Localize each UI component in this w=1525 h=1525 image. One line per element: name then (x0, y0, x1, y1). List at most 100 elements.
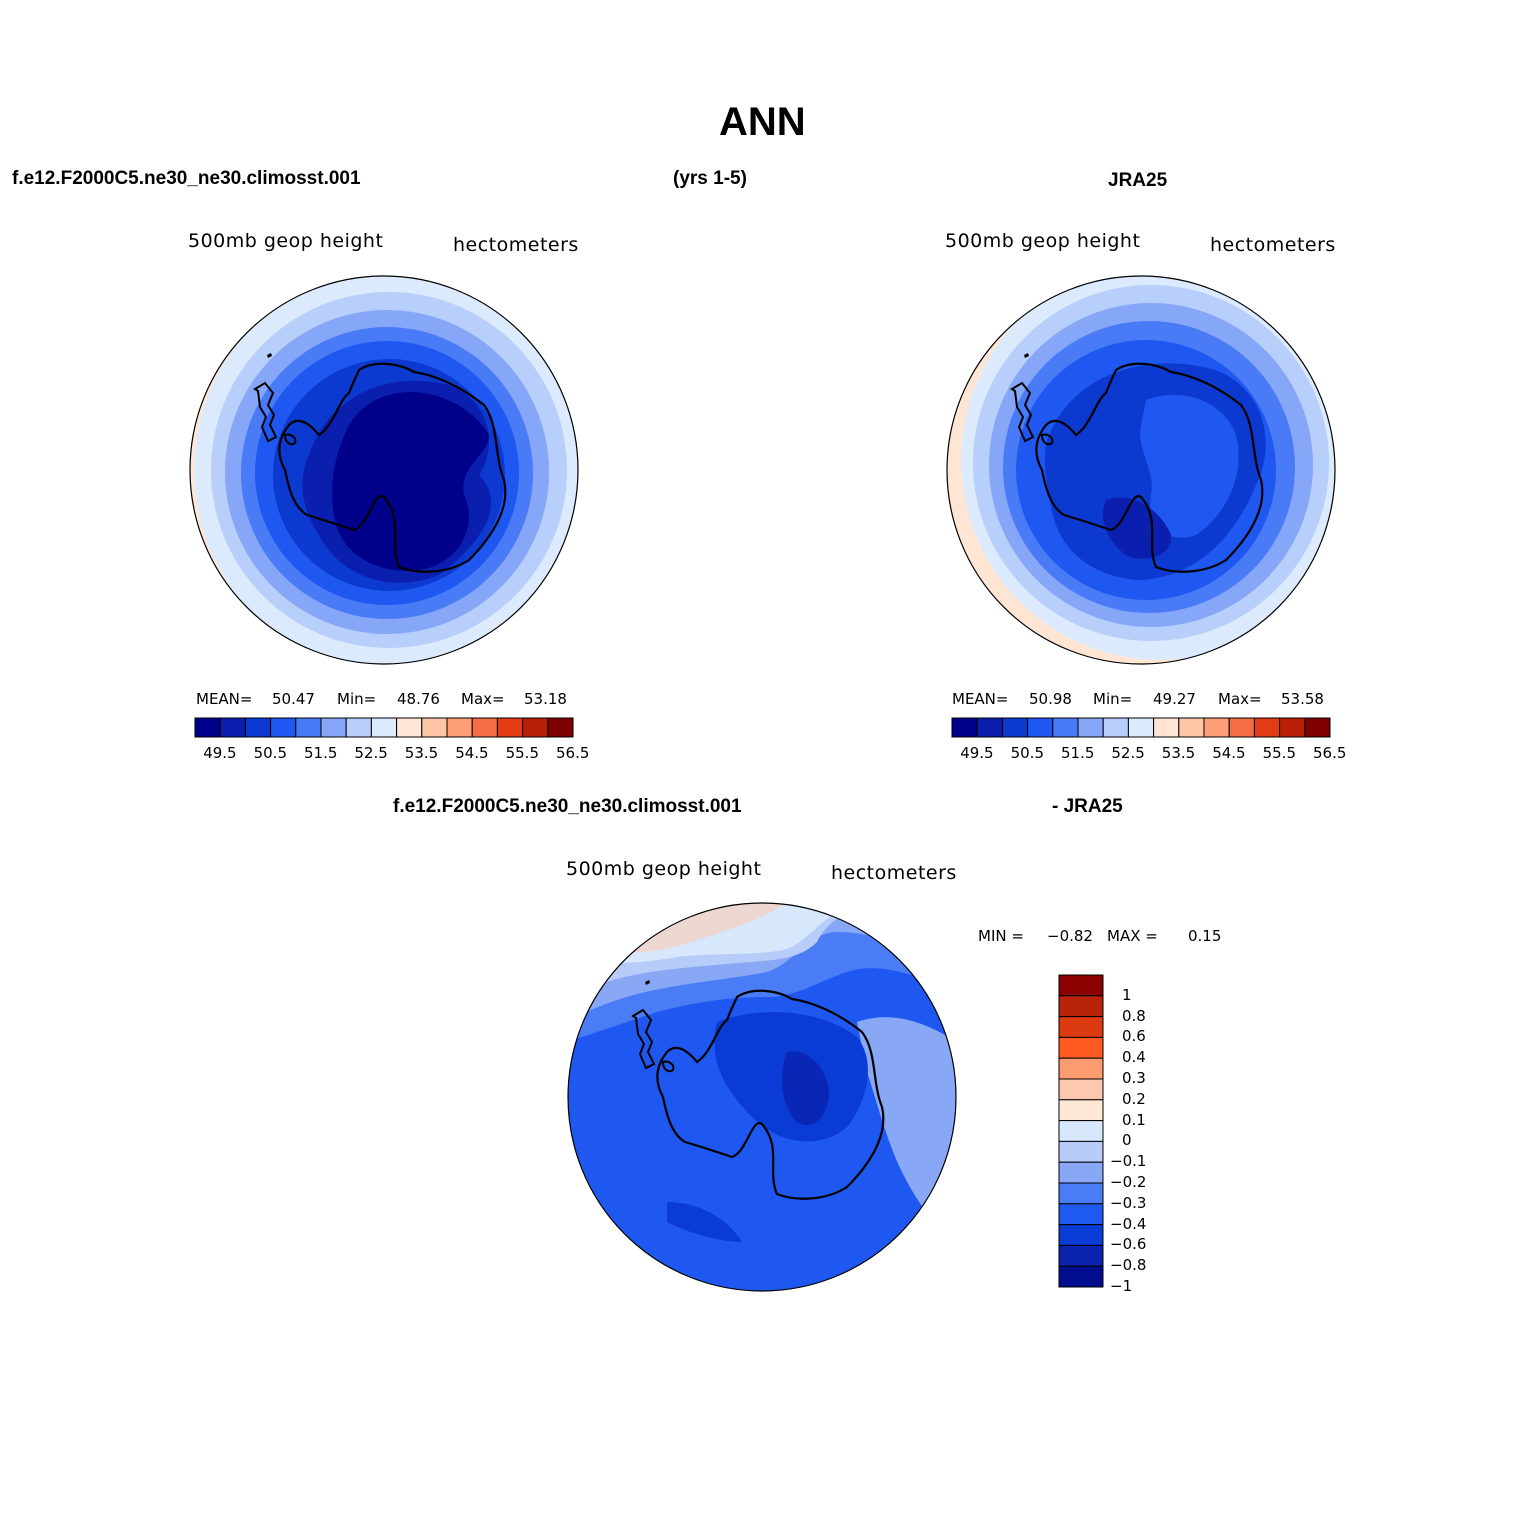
colorbar-tick-label: 50.5 (1010, 744, 1044, 762)
colorbar-swatch (1102, 717, 1129, 738)
colorbar-tick-label: 0.6 (1122, 1027, 1146, 1046)
colorbar-swatch (1077, 717, 1104, 738)
colorbar-swatch (446, 717, 473, 738)
colorbar-tick-label: 52.5 (1111, 744, 1145, 762)
diff-min-value: −0.82 (1047, 927, 1093, 945)
colorbar-swatch (471, 717, 498, 738)
left-min-value: 48.76 (397, 690, 440, 708)
colorbar-swatch (1027, 717, 1054, 738)
colorbar-swatch (976, 717, 1003, 738)
diff-case-header: f.e12.F2000C5.ne30_ne30.climosst.001 (393, 796, 742, 817)
right-max-label: Max= (1218, 690, 1262, 708)
colorbar-swatch (1304, 717, 1331, 738)
colorbar-tick-label: 0.1 (1122, 1110, 1146, 1129)
colorbar-swatch (1058, 1120, 1104, 1142)
colorbar-swatch (1058, 1182, 1104, 1205)
colorbar-swatch (1058, 1078, 1104, 1101)
colorbar-tick-label: 1 (1122, 985, 1132, 1004)
colorbar-swatch (1153, 717, 1180, 738)
colorbar-swatch (1058, 974, 1104, 997)
diff-polar-map (567, 902, 957, 1292)
colorbar-tick-label: 49.5 (960, 744, 994, 762)
colorbar-swatch (1058, 995, 1104, 1018)
obs-name-header: JRA25 (1108, 170, 1168, 191)
right-variable-label: 500mb geop height (945, 230, 1141, 252)
colorbar-swatch (396, 717, 423, 738)
colorbar-swatch (1058, 1057, 1104, 1080)
left-mean-value: 50.47 (272, 690, 315, 708)
colorbar-tick-label: −0.6 (1110, 1235, 1147, 1254)
right-mean-value: 50.98 (1029, 690, 1072, 708)
right-max-value: 53.58 (1281, 690, 1324, 708)
diff-units-label: hectometers (831, 862, 957, 884)
colorbar-swatch (270, 717, 297, 738)
colorbar-swatch (345, 717, 372, 738)
right-min-label: Min= (1093, 690, 1133, 708)
colorbar-tick-label: 53.5 (1161, 744, 1196, 762)
colorbar-tick-label: 55.5 (1262, 744, 1296, 762)
colorbar-swatch (1058, 1016, 1104, 1038)
colorbar-tick-label: 53.5 (404, 744, 439, 762)
colorbar-tick-label: −0.3 (1110, 1193, 1147, 1212)
colorbar-tick-label: −0.2 (1110, 1173, 1147, 1191)
colorbar-tick-label: −0.8 (1110, 1256, 1147, 1275)
colorbar-swatch (320, 717, 347, 738)
colorbar-swatch (219, 717, 246, 738)
colorbar-swatch (1178, 717, 1205, 738)
right-colorbar (951, 717, 1331, 738)
colorbar-tick-label: 54.5 (1212, 744, 1246, 762)
colorbar-swatch (1058, 1265, 1104, 1288)
colorbar-tick-label: 0.8 (1122, 1006, 1146, 1025)
left-colorbar (194, 717, 574, 738)
colorbar-tick-label: −1 (1110, 1277, 1133, 1295)
colorbar-swatch (547, 717, 574, 738)
colorbar-swatch (194, 717, 221, 738)
colorbar-swatch (370, 717, 398, 738)
colorbar-swatch (1253, 717, 1281, 738)
colorbar-swatch (1058, 1224, 1104, 1246)
colorbar-swatch (496, 717, 524, 738)
left-max-value: 53.18 (524, 690, 567, 708)
left-max-label: Max= (461, 690, 505, 708)
colorbar-tick-label: 51.5 (304, 744, 338, 762)
colorbar-swatch (421, 717, 448, 738)
colorbar-swatch (1058, 1203, 1104, 1226)
colorbar-tick-label: −0.4 (1110, 1214, 1147, 1233)
years-header: (yrs 1-5) (673, 168, 747, 189)
diff-obs-header: - JRA25 (1052, 796, 1123, 817)
colorbar-tick-label: 50.5 (253, 744, 287, 762)
diff-min-label: MIN = (978, 927, 1024, 945)
left-units-label: hectometers (453, 234, 579, 256)
colorbar-tick-label: 0.4 (1122, 1048, 1146, 1067)
right-polar-map (946, 275, 1336, 665)
colorbar-tick-label: 52.5 (354, 744, 388, 762)
colorbar-swatch (1058, 1099, 1104, 1122)
colorbar-swatch (951, 717, 978, 738)
colorbar-tick-label: 49.5 (203, 744, 237, 762)
left-variable-label: 500mb geop height (188, 230, 384, 252)
colorbar-swatch (522, 717, 549, 738)
left-polar-map (189, 275, 579, 665)
colorbar-tick-label: 0.3 (1122, 1069, 1146, 1087)
colorbar-tick-label: 56.5 (556, 744, 590, 762)
colorbar-swatch (1203, 717, 1230, 738)
colorbar-swatch (1058, 1161, 1104, 1184)
colorbar-swatch (1052, 717, 1079, 738)
left-mean-label: MEAN= (196, 690, 253, 708)
diff-max-label: MAX = (1107, 927, 1158, 945)
colorbar-swatch (1058, 1244, 1104, 1267)
colorbar-swatch (1058, 1140, 1104, 1163)
colorbar-tick-label: 0.2 (1122, 1089, 1146, 1108)
colorbar-swatch (1058, 1036, 1104, 1059)
colorbar-swatch (244, 717, 272, 738)
left-min-label: Min= (337, 690, 377, 708)
right-min-value: 49.27 (1153, 690, 1196, 708)
colorbar-tick-label: 56.5 (1313, 744, 1347, 762)
right-mean-label: MEAN= (952, 690, 1009, 708)
colorbar-tick-label: 51.5 (1061, 744, 1095, 762)
diff-variable-label: 500mb geop height (566, 858, 762, 880)
case-name-header: f.e12.F2000C5.ne30_ne30.climosst.001 (12, 168, 361, 189)
diff-max-value: 0.15 (1188, 927, 1222, 945)
colorbar-swatch (1228, 717, 1255, 738)
colorbar-tick-label: 0 (1122, 1131, 1132, 1150)
